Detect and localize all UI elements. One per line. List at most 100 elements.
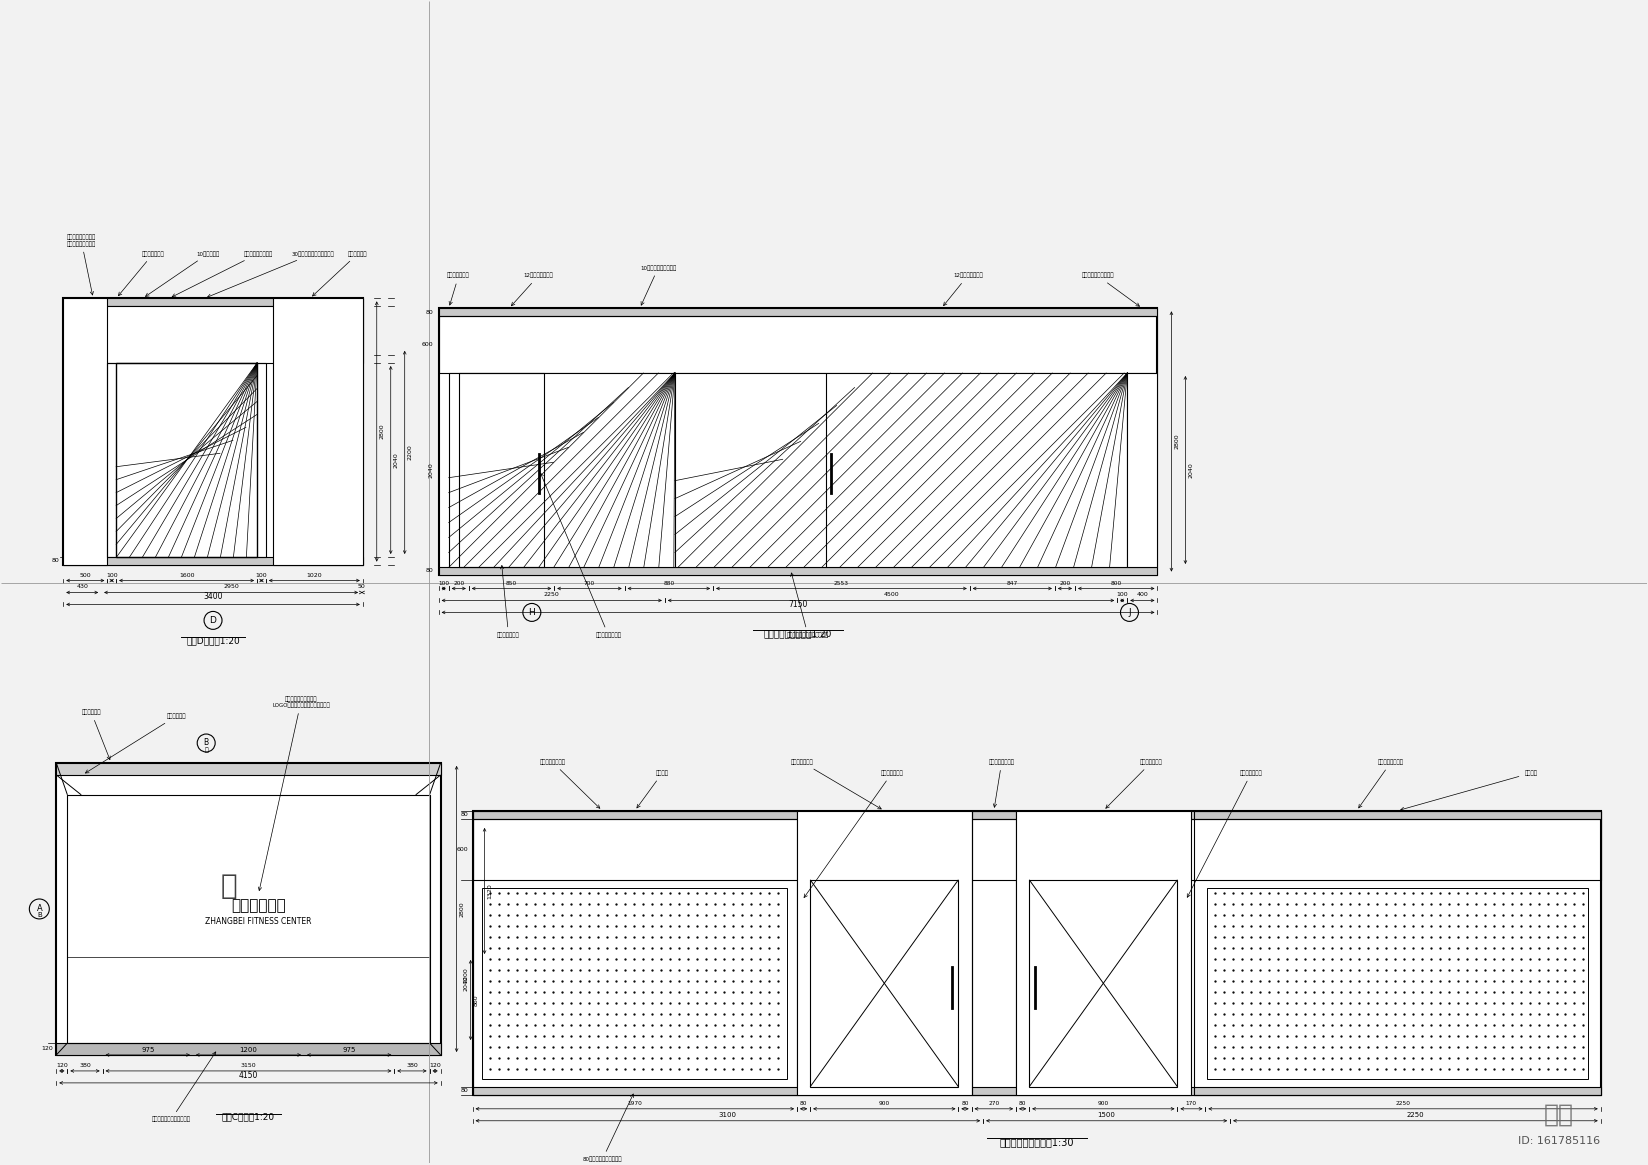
Text: 270: 270 [989, 1101, 999, 1106]
Text: 30高角高不锈钢制面化处理: 30高角高不锈钢制面化处理 [208, 250, 335, 297]
Text: 2040: 2040 [394, 452, 399, 468]
Text: 80: 80 [461, 1088, 468, 1093]
Text: H: H [529, 608, 536, 617]
Text: 847: 847 [1007, 580, 1018, 586]
Text: 900: 900 [878, 1101, 890, 1106]
Text: B: B [204, 739, 209, 748]
Text: 430: 430 [76, 585, 87, 589]
Text: 编: 编 [204, 747, 208, 753]
Text: 100: 100 [105, 572, 117, 578]
Text: 100: 100 [1116, 593, 1129, 598]
Text: 成品不锈钢门关: 成品不锈钢门关 [498, 565, 519, 638]
Text: 不锈钢背面边框: 不锈钢背面边框 [447, 273, 470, 305]
Text: 2250: 2250 [1407, 1111, 1424, 1117]
Bar [56, 1043, 440, 1055]
Text: 80高不锈钢制作面踢脚板: 80高不锈钢制作面踢脚板 [583, 1094, 633, 1163]
Text: 暗台可变动来: 暗台可变动来 [313, 250, 368, 296]
Text: 10厚钢化玻璃透明隔断: 10厚钢化玻璃透明隔断 [639, 264, 676, 305]
Bar [63, 306, 363, 363]
Text: 成品美木亮顶门: 成品美木亮顶门 [791, 760, 882, 809]
Text: 2800: 2800 [379, 424, 384, 439]
Bar [1127, 373, 1157, 567]
Bar [448, 373, 676, 567]
Text: 200: 200 [1060, 580, 1071, 586]
Text: 红色亚克力主标识字体
LOGO尺寸及选项请见依主尺寸放大: 红色亚克力主标识字体 LOGO尺寸及选项请见依主尺寸放大 [259, 696, 330, 890]
Text: 暗藏灯光打竖: 暗藏灯光打竖 [86, 713, 186, 774]
Text: 板水美木门套板: 板水美木门套板 [1187, 770, 1262, 897]
Text: 前厅C立面图1:20: 前厅C立面图1:20 [222, 1113, 275, 1122]
Text: 2250: 2250 [1396, 1101, 1411, 1106]
Text: 1020: 1020 [307, 572, 321, 578]
Bar [438, 309, 1157, 574]
Text: 墙留白色乳胶背面: 墙留白色乳胶背面 [1358, 760, 1404, 807]
Text: 2200: 2200 [463, 967, 468, 983]
Text: 3400: 3400 [203, 593, 222, 601]
Text: 4500: 4500 [883, 593, 898, 598]
Text: 600: 600 [456, 847, 468, 852]
Text: 170: 170 [1187, 1101, 1196, 1106]
Text: 12厚钢化玻璃窗门: 12厚钢化玻璃窗门 [511, 273, 554, 305]
Text: 墙面米白色乳胶漆布面: 墙面米白色乳胶漆布面 [1081, 273, 1139, 306]
Bar [473, 811, 1600, 819]
Text: 700: 700 [583, 580, 595, 586]
Text: 600: 600 [422, 343, 433, 347]
Text: 850: 850 [506, 580, 517, 586]
Text: 2800: 2800 [1175, 433, 1180, 450]
Text: 知末: 知末 [1544, 1103, 1574, 1127]
Text: 4150: 4150 [239, 1071, 259, 1080]
Text: ZHANGBEI FITNESS CENTER: ZHANGBEI FITNESS CENTER [206, 917, 311, 926]
Text: 墙留壁饰: 墙留壁饰 [1401, 770, 1538, 811]
Bar [68, 795, 430, 1043]
Text: 380: 380 [79, 1062, 91, 1068]
Bar [473, 811, 798, 1095]
Text: D: D [209, 616, 216, 624]
Text: 380: 380 [405, 1062, 419, 1068]
Text: 墙留白色乳胶背面: 墙留白色乳胶背面 [989, 760, 1015, 807]
Text: 80: 80 [461, 812, 468, 818]
Text: 500: 500 [79, 572, 91, 578]
Text: 成品美木亮顶门: 成品美木亮顶门 [1106, 760, 1163, 809]
Bar [63, 298, 363, 565]
Text: 1600: 1600 [180, 572, 194, 578]
Text: 800: 800 [1111, 580, 1122, 586]
Text: 880: 880 [662, 580, 674, 586]
Text: 80: 80 [799, 1101, 808, 1106]
Bar [1030, 880, 1177, 1087]
Text: 压花金属板，喷黑色金属漆: 压花金属板，喷黑色金属漆 [152, 1052, 216, 1122]
Text: 不锈钢背面边框: 不锈钢背面边框 [119, 250, 165, 296]
Text: 80: 80 [425, 569, 433, 573]
Text: 100: 100 [255, 572, 267, 578]
Bar [473, 819, 1600, 880]
Bar [483, 888, 788, 1079]
Bar [63, 298, 363, 306]
Text: 会籍办公室正立面图1:20: 会籍办公室正立面图1:20 [765, 629, 832, 638]
Text: 80: 80 [51, 558, 59, 563]
Text: 前厅D立面图1:20: 前厅D立面图1:20 [186, 636, 241, 645]
Bar [811, 880, 959, 1087]
Text: B: B [36, 912, 41, 918]
Text: 挂外包管，米白色乳胶漆墙面: 挂外包管，米白色乳胶漆墙面 [786, 573, 829, 638]
Text: 2040: 2040 [1188, 463, 1193, 478]
Text: 2553: 2553 [834, 580, 849, 586]
Text: 2040: 2040 [463, 975, 468, 991]
Bar [972, 811, 1017, 1095]
Text: 200: 200 [453, 580, 465, 586]
Bar [274, 298, 363, 565]
Bar [1193, 811, 1600, 1095]
Text: 50: 50 [358, 585, 366, 589]
Bar [676, 373, 1127, 567]
Text: 120: 120 [41, 1046, 53, 1052]
Text: 12厚钢化玻璃窗门: 12厚钢化玻璃窗门 [944, 273, 982, 305]
Bar [438, 316, 1157, 373]
Text: 木台白色乳胶漆墙面: 木台白色乳胶漆墙面 [171, 250, 272, 297]
Text: 400: 400 [1137, 593, 1149, 598]
Bar [473, 811, 1600, 1095]
Text: 首厅厅正立面展开图1:30: 首厅厅正立面展开图1:30 [999, 1137, 1074, 1146]
Bar [438, 567, 1157, 574]
Text: 860: 860 [473, 994, 478, 1005]
Text: 1320: 1320 [488, 883, 493, 899]
Bar [798, 811, 972, 1095]
Text: 红色墙漆纹理: 红色墙漆纹理 [81, 709, 110, 760]
Text: 2040: 2040 [428, 463, 433, 478]
Bar [56, 763, 440, 775]
